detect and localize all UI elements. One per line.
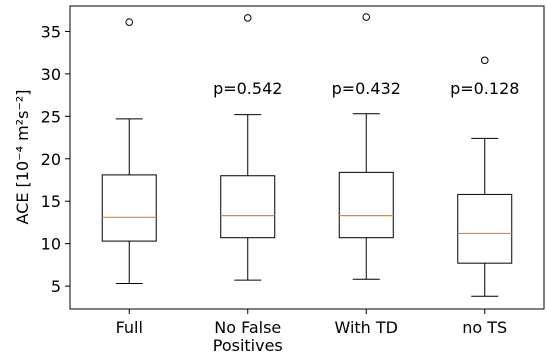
y-tick-label: 20 — [41, 150, 61, 169]
x-tick-label-line: Positives — [213, 336, 283, 355]
box-iqr — [101, 174, 157, 242]
y-tick-label: 5 — [51, 277, 61, 296]
x-tick-label: No False Positives — [213, 318, 283, 355]
p-value-label: p=0.432 — [332, 79, 401, 98]
box-2 — [220, 14, 276, 281]
box-iqr — [220, 175, 276, 239]
x-axis-ticks: Full No False Positives With TD no TS — [116, 309, 507, 355]
y-tick-label: 15 — [41, 192, 61, 211]
boxes-group — [101, 13, 513, 297]
y-tick-label: 25 — [41, 107, 61, 126]
x-tick-label-line: With TD — [334, 318, 398, 337]
box-iqr — [338, 171, 394, 239]
outlier-point — [362, 13, 371, 21]
x-tick-label-line: Full — [116, 318, 143, 337]
outlier-point — [243, 14, 252, 22]
box-1 — [101, 18, 157, 285]
x-tick-label: Full — [116, 318, 143, 337]
x-tick-label-line: no TS — [462, 318, 507, 337]
y-axis-label: ACE [10⁻⁴ m²s⁻²] — [13, 89, 32, 224]
box-4 — [457, 56, 513, 297]
box-iqr — [457, 193, 513, 264]
x-tick-label-line: No False — [214, 318, 281, 337]
plot-frame — [69, 5, 545, 310]
p-value-label: p=0.542 — [213, 79, 282, 98]
x-tick-label: With TD — [334, 318, 398, 337]
outlier-point — [125, 18, 134, 26]
outlier-point — [480, 56, 489, 65]
p-value-annotations: p=0.542 p=0.432 p=0.128 — [213, 79, 519, 98]
p-value-label: p=0.128 — [450, 79, 519, 98]
x-tick-label: no TS — [462, 318, 507, 337]
y-tick-label: 35 — [41, 22, 61, 41]
y-axis-ticks: 5 10 15 20 25 30 35 — [41, 22, 70, 296]
y-tick-label: 30 — [41, 65, 61, 84]
y-tick-label: 10 — [41, 235, 61, 254]
box-3 — [338, 13, 394, 280]
